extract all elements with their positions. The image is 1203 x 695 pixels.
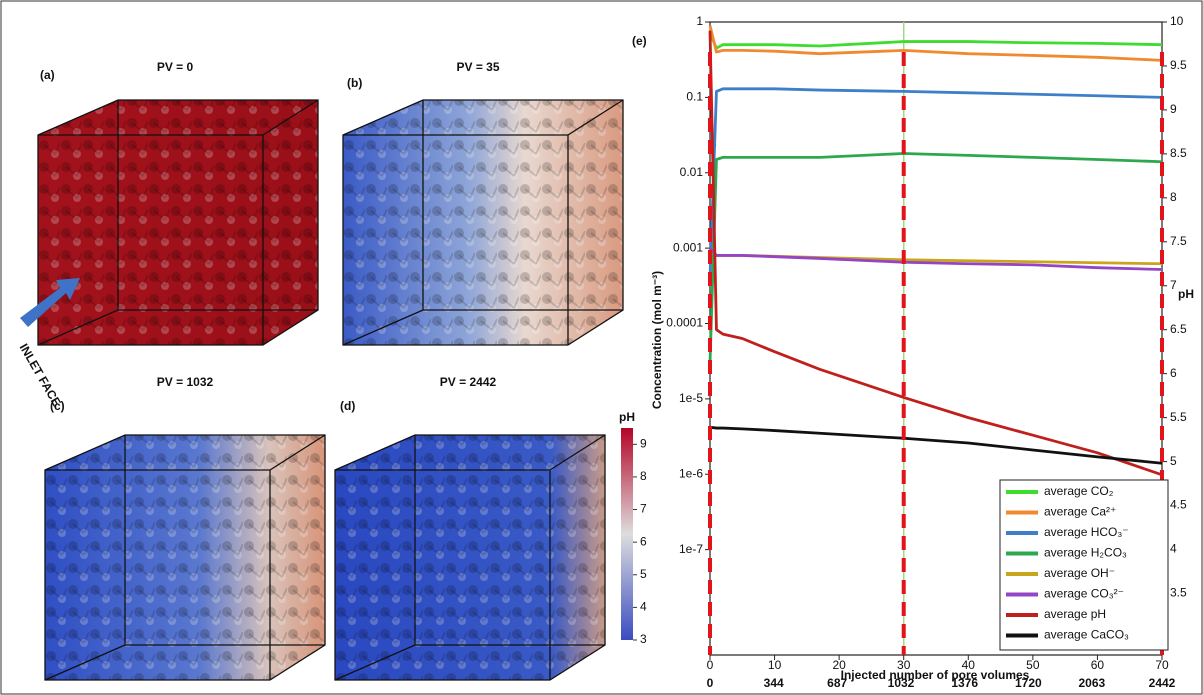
- legend-label: average OH⁻: [1044, 566, 1115, 580]
- panel-title: PV = 2442: [440, 375, 497, 389]
- x2-tick-label: 1720: [1015, 676, 1042, 690]
- y2-tick-label: 9.5: [1170, 58, 1187, 72]
- y-tick-label: 1e-7: [679, 542, 703, 556]
- legend-label: average H₂CO₃: [1044, 546, 1127, 560]
- series-line: [708, 247, 1163, 271]
- legend-label: average CO₂: [1044, 484, 1114, 498]
- legend-label: average pH: [1044, 607, 1106, 621]
- legend-label: average CO₃²⁻: [1044, 587, 1124, 601]
- inlet-arrow: [20, 278, 80, 327]
- x-tick-label: 0: [707, 658, 714, 672]
- panel-title: PV = 0: [157, 60, 194, 74]
- x-tick-label: 20: [832, 658, 846, 672]
- x-tick-label: 30: [897, 658, 911, 672]
- y2-tick-label: 4.5: [1170, 498, 1187, 512]
- colorbar-tick-label: 9: [640, 436, 647, 450]
- x-tick-label: 70: [1155, 658, 1169, 672]
- series-line: [708, 25, 1163, 62]
- y-tick-label: 0.01: [680, 165, 704, 179]
- y-tick-label: 1e-5: [679, 391, 703, 405]
- y-tick-label: 1: [696, 14, 703, 28]
- y2-tick-label: 4: [1170, 542, 1177, 556]
- y2-tick-label: 9: [1170, 102, 1177, 116]
- y-tick-label: 0.1: [686, 90, 703, 104]
- y2-tick-label: 7.5: [1170, 234, 1187, 248]
- colorbar-tick-label: 5: [640, 567, 647, 581]
- x2-tick-label: 2063: [1078, 676, 1105, 690]
- series-line: [708, 30, 1163, 477]
- panel-tag: (b): [347, 76, 362, 90]
- legend-label: average HCO₃⁻: [1044, 525, 1129, 539]
- panel-title: PV = 1032: [157, 375, 214, 389]
- panel-tag: (c): [50, 399, 65, 413]
- panel-tag: (d): [340, 399, 355, 413]
- x2-tick-label: 1376: [951, 676, 978, 690]
- legend-box: [999, 479, 1169, 651]
- cube-c: [44, 434, 326, 681]
- series-line: [708, 152, 1163, 363]
- y2-tick-label: 5: [1170, 454, 1177, 468]
- colorbar-tick-label: 8: [640, 469, 647, 483]
- colorbar-tick-label: 4: [640, 600, 647, 614]
- x-tick-label: 40: [962, 658, 976, 672]
- panel-tag: (e): [632, 34, 647, 48]
- x-axis-label: Injected number of pore volumes: [841, 668, 1030, 682]
- colorbar-tick-label: 3: [640, 632, 647, 646]
- series-line: [708, 33, 1163, 50]
- colorbar-label: pH: [619, 410, 635, 424]
- panel-tag: (a): [40, 68, 55, 82]
- colorbar-tick-label: 7: [640, 502, 647, 516]
- series-line: [708, 87, 1163, 279]
- x-tick-label: 50: [1026, 658, 1040, 672]
- y-tick-label: 0.001: [673, 240, 703, 254]
- y-tick-label: 1e-6: [679, 466, 703, 480]
- y2-tick-label: 8.5: [1170, 146, 1187, 160]
- x2-tick-label: 0: [707, 676, 714, 690]
- x2-tick-label: 2442: [1149, 676, 1176, 690]
- y2-axis-label: pH: [1178, 287, 1194, 301]
- y2-tick-label: 8: [1170, 190, 1177, 204]
- x-tick-label: 60: [1091, 658, 1105, 672]
- legend-label: average Ca²⁺: [1044, 505, 1116, 519]
- y2-tick-label: 5.5: [1170, 410, 1187, 424]
- cube-d: [334, 434, 606, 681]
- legend-label: average CaCO₃: [1044, 628, 1129, 642]
- colorbar: [621, 428, 633, 640]
- x2-tick-label: 1032: [888, 676, 915, 690]
- x2-tick-label: 687: [827, 676, 847, 690]
- x-tick-label: 10: [768, 658, 782, 672]
- series-line: [709, 425, 1163, 465]
- x2-tick-label: 344: [764, 676, 784, 690]
- y2-tick-label: 3.5: [1170, 586, 1187, 600]
- colorbar-tick-label: 6: [640, 534, 647, 548]
- cube-a: [37, 99, 319, 346]
- cube-b: [342, 99, 624, 346]
- y-axis-label: Concentration (mol m⁻³): [650, 271, 664, 409]
- y-tick-label: 0.0001: [666, 316, 703, 330]
- panel-title: PV = 35: [456, 60, 499, 74]
- y2-tick-label: 6.5: [1170, 322, 1187, 336]
- y2-tick-label: 7: [1170, 278, 1177, 292]
- y2-tick-label: 6: [1170, 366, 1177, 380]
- y2-tick-label: 10: [1170, 14, 1184, 28]
